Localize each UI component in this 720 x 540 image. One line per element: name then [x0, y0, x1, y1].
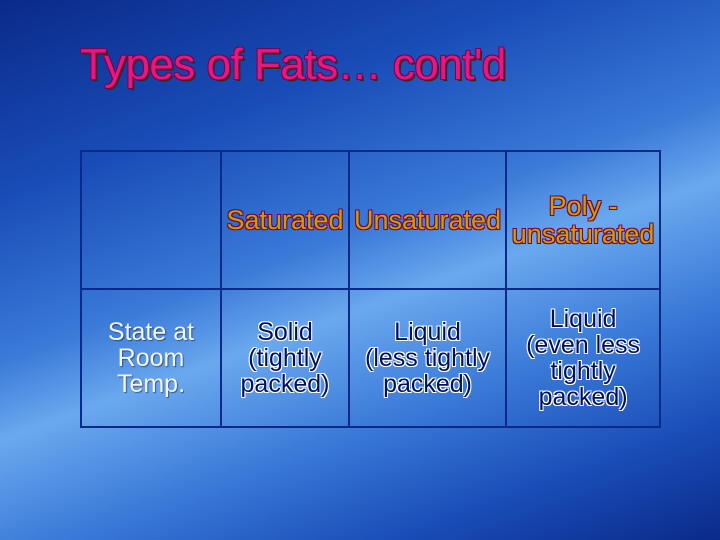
cell-polyunsaturated: Liquid(even lesstightlypacked) — [506, 289, 660, 427]
cell-unsaturated: Liquid(less tightlypacked) — [349, 289, 506, 427]
table-header-row: Saturated Unsaturated Poly -unsaturated — [81, 151, 660, 289]
cell-saturated: Solid(tightlypacked) — [221, 289, 349, 427]
slide-title: Types of Fats… cont'd — [80, 40, 640, 90]
row-label-state: State atRoom Temp. — [81, 289, 221, 427]
col-header-unsaturated: Unsaturated — [349, 151, 506, 289]
table-row: State atRoom Temp. Solid(tightlypacked) … — [81, 289, 660, 427]
fats-table: Saturated Unsaturated Poly -unsaturated … — [80, 150, 661, 428]
col-header-saturated: Saturated — [221, 151, 349, 289]
col-header-polyunsaturated: Poly -unsaturated — [506, 151, 660, 289]
slide: Types of Fats… cont'd Saturated Unsatura… — [0, 0, 720, 540]
header-blank-cell — [81, 151, 221, 289]
